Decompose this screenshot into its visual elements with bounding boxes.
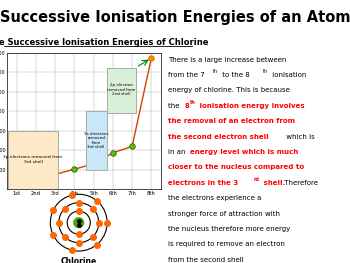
Text: the electrons experience a: the electrons experience a [168,195,261,201]
Text: ionisation: ionisation [270,72,306,78]
Text: shell.: shell. [261,180,285,186]
FancyBboxPatch shape [85,111,107,170]
Text: the second electron shell: the second electron shell [168,134,269,140]
Text: the nucleus therefore more energy: the nucleus therefore more energy [168,226,290,232]
Text: from the second shell: from the second shell [168,257,244,263]
Text: rd: rd [253,176,259,181]
Text: which is: which is [284,134,314,140]
Text: Therefore: Therefore [282,180,318,186]
Text: energy level which is much: energy level which is much [190,149,298,155]
Text: from the 7: from the 7 [168,72,205,78]
FancyBboxPatch shape [107,68,136,113]
Text: stronger force of attraction with: stronger force of attraction with [168,211,280,216]
Text: Chlorine
Atom: Chlorine Atom [61,257,97,263]
Text: to the 8: to the 8 [220,72,250,78]
Circle shape [74,218,84,227]
Text: th: th [213,69,218,74]
Text: closer to the nucleus compared to: closer to the nucleus compared to [168,164,304,170]
Text: ionisation energy involves: ionisation energy involves [197,103,304,109]
Text: 3s electrons
removed
from
3rd shell: 3s electrons removed from 3rd shell [84,132,108,149]
Text: th: th [263,69,268,74]
Text: The Successive Ionisation Energies of Chlorine: The Successive Ionisation Energies of Ch… [0,38,209,47]
Text: electrons in the 3: electrons in the 3 [168,180,238,186]
Text: There is a large increase between: There is a large increase between [168,57,287,63]
Text: in an: in an [168,149,188,155]
Text: th: th [190,100,196,105]
Text: energy of chlorine. This is because: energy of chlorine. This is because [168,87,290,93]
Text: the removal of an electron from: the removal of an electron from [168,118,295,124]
Text: the: the [168,103,182,109]
Text: Successive Ionisation Energies of an Atom: Successive Ionisation Energies of an Ato… [0,9,350,25]
Text: is required to remove an electron: is required to remove an electron [168,241,285,247]
Text: 8: 8 [184,103,189,109]
FancyBboxPatch shape [8,131,58,189]
Text: 3p electrons removed from
3rd shell: 3p electrons removed from 3rd shell [4,155,63,164]
Text: 2p electron
removed from
2nd shell: 2p electron removed from 2nd shell [107,83,136,96]
